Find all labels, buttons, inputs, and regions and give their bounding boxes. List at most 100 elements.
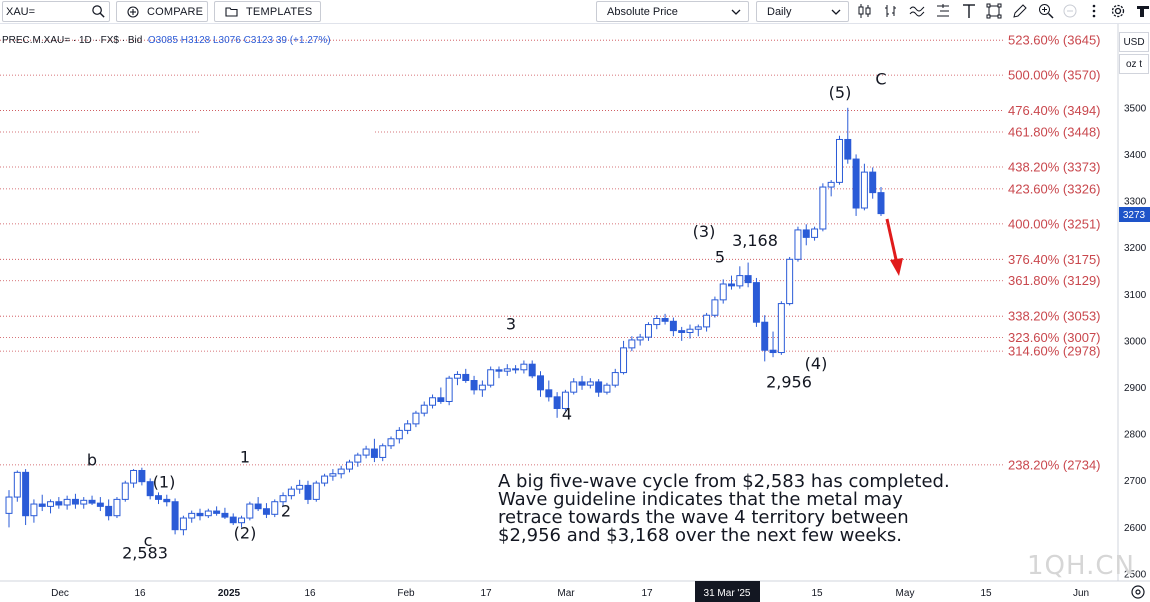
zoom-in-icon[interactable]	[1038, 3, 1054, 19]
candle	[844, 107, 852, 164]
x-tick-label: May	[896, 588, 915, 599]
candle	[188, 510, 196, 523]
candle	[246, 501, 254, 521]
candle	[777, 301, 785, 355]
pencil-icon[interactable]	[1012, 3, 1028, 19]
candle	[611, 368, 619, 388]
active-date-label: 31 Mar '25	[704, 588, 751, 599]
candle	[38, 494, 46, 512]
indicators-icon[interactable]	[909, 3, 925, 19]
interval-value: Daily	[767, 5, 792, 18]
fib-label: 314.60% (2978)	[1008, 344, 1101, 359]
settings-icon[interactable]	[1110, 3, 1126, 19]
candle	[487, 366, 495, 388]
price-mode-select[interactable]: Absolute Price	[596, 1, 749, 22]
fib-levels: 238.20% (2734) 314.60% (2978)323.60% (300…	[0, 33, 1101, 472]
candle	[196, 508, 204, 521]
candle	[728, 275, 736, 290]
axis-settings-button[interactable]	[1131, 585, 1145, 599]
candle	[80, 497, 88, 509]
candle	[221, 507, 229, 519]
candle	[312, 480, 320, 502]
wave-label: 3,168	[732, 231, 778, 250]
candle	[512, 365, 520, 374]
unit-button[interactable]: oz t	[1119, 54, 1149, 74]
candle	[154, 492, 162, 505]
candlestick-icon[interactable]	[857, 3, 873, 19]
x-tick-label: Feb	[397, 588, 415, 599]
y-tick-label: 2800	[1124, 430, 1147, 441]
candle	[595, 379, 603, 397]
candle	[445, 375, 453, 406]
candle	[179, 515, 187, 536]
wave-label: (1)	[153, 473, 176, 492]
watermark: 1QH.CN	[1027, 551, 1135, 581]
wave-label: (4)	[805, 354, 828, 373]
candle	[769, 331, 777, 358]
compare-button[interactable]: COMPARE	[116, 1, 208, 22]
fib-label: 376.40% (3175)	[1008, 252, 1101, 267]
candle	[678, 326, 686, 341]
symbol-legend: PREC.M.XAU= · 1D · FX$ · Bid O3085 H3128…	[2, 35, 331, 46]
settings-icon[interactable]	[1131, 585, 1145, 599]
wave-label: 5	[715, 247, 725, 266]
candle	[105, 499, 113, 521]
note-line: Wave guideline indicates that the metal …	[498, 489, 903, 510]
templates-button[interactable]: TEMPLATES	[214, 1, 321, 22]
candle	[744, 262, 752, 288]
drawing-tools-icon[interactable]	[935, 3, 951, 19]
candle	[113, 497, 121, 519]
symbol-search[interactable]	[2, 1, 110, 22]
candle	[88, 495, 96, 505]
wave-label: (5)	[829, 83, 852, 102]
zoom-out-icon[interactable]	[1062, 3, 1078, 19]
candle	[238, 515, 246, 528]
fib-label: 476.40% (3494)	[1008, 103, 1101, 118]
price-mode-value: Absolute Price	[607, 5, 678, 18]
fib-label: 400.00% (3251)	[1008, 216, 1101, 231]
candle	[470, 375, 478, 395]
legend-high: H3128	[180, 35, 211, 46]
candle	[63, 495, 71, 510]
text-tool-icon[interactable]	[961, 3, 977, 19]
candle	[811, 226, 819, 241]
candle	[279, 492, 287, 507]
candle	[561, 389, 569, 411]
shapes-icon[interactable]	[986, 3, 1002, 19]
candle	[520, 360, 528, 374]
fib-label: 323.60% (3007)	[1008, 330, 1101, 345]
x-tick-label: 17	[641, 588, 653, 599]
note-line: retrace towards the wave 4 territory bet…	[498, 507, 909, 528]
candle	[337, 465, 345, 479]
wave-labels: b c2,583 (1) (2) 1 2 3 4 5 3,168 (3) (4)2,956 (5) C	[87, 69, 887, 562]
last-price-label: 3273	[1123, 210, 1146, 221]
candle	[545, 380, 553, 402]
chevron-down-icon	[731, 9, 741, 15]
candle	[495, 366, 503, 379]
candle	[736, 266, 744, 289]
time-axis[interactable]: Dec 16 2025 16 Feb 17 Mar 17 15 May 15 Jun	[51, 588, 1089, 599]
price-chart[interactable]: 238.20% (2734) 314.60% (2978)323.60% (300…	[0, 24, 1150, 602]
candle	[71, 493, 79, 509]
bars-icon[interactable]	[883, 3, 899, 19]
legend-interval: 1D	[78, 35, 92, 46]
currency-button[interactable]: USD	[1119, 32, 1149, 52]
candle	[387, 436, 395, 450]
x-tick-label: 16	[134, 588, 146, 599]
search-icon[interactable]	[91, 4, 106, 19]
x-tick-label: 15	[811, 588, 823, 599]
candle	[835, 135, 843, 185]
fib-label: 423.60% (3326)	[1008, 181, 1101, 196]
y-tick-label: 3100	[1124, 290, 1147, 301]
y-tick-label: 2700	[1124, 476, 1147, 487]
fib-label: 461.80% (3448)	[1008, 125, 1101, 140]
candle	[171, 498, 179, 535]
legend-low: L3076	[212, 35, 241, 46]
wave-label: 1	[240, 447, 250, 466]
price-axis[interactable]: 2500 2600 2700 2800 2900 3000 3100 3200 3300 3400…	[1124, 103, 1147, 580]
candle	[636, 333, 644, 346]
interval-select[interactable]: Daily	[756, 1, 849, 22]
candle	[827, 180, 835, 197]
more-icon[interactable]	[1086, 3, 1102, 19]
symbol-input[interactable]	[6, 4, 90, 19]
